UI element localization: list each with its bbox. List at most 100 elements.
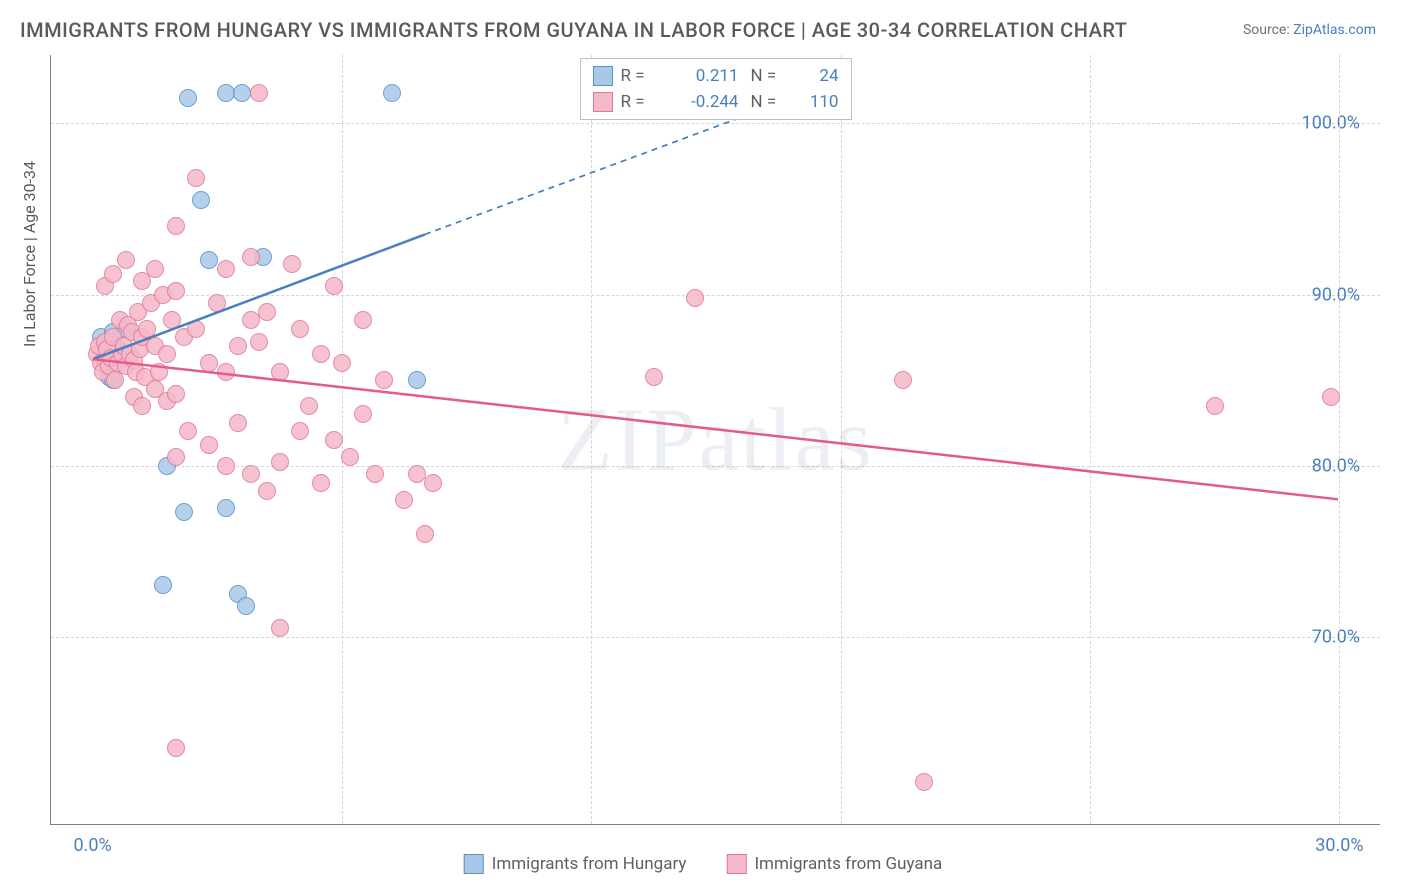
scatter-point xyxy=(175,503,193,521)
scatter-point xyxy=(375,371,393,389)
scatter-point xyxy=(229,414,247,432)
scatter-point xyxy=(242,248,260,266)
scatter-point xyxy=(915,773,933,791)
scatter-point xyxy=(217,260,235,278)
x-tick-label: 0.0% xyxy=(73,835,111,856)
scatter-point xyxy=(258,482,276,500)
scatter-point xyxy=(250,333,268,351)
scatter-point xyxy=(192,191,210,209)
scatter-point xyxy=(229,337,247,355)
scatter-point xyxy=(208,294,226,312)
n-value-guyana: 110 xyxy=(799,92,839,112)
legend-label-hungary: Immigrants from Hungary xyxy=(492,854,687,874)
scatter-point xyxy=(200,436,218,454)
r-value-guyana: -0.244 xyxy=(669,92,739,112)
scatter-point xyxy=(312,345,330,363)
scatter-point xyxy=(383,84,401,102)
scatter-point xyxy=(312,474,330,492)
source-link[interactable]: ZipAtlas.com xyxy=(1293,22,1376,38)
scatter-point xyxy=(291,320,309,338)
scatter-point xyxy=(894,371,912,389)
scatter-point xyxy=(354,405,372,423)
scatter-point xyxy=(233,84,251,102)
scatter-point xyxy=(325,277,343,295)
r-value-hungary: 0.211 xyxy=(669,66,739,86)
scatter-point xyxy=(217,499,235,517)
y-tick-label: 70.0% xyxy=(1312,626,1360,647)
x-tick-label: 30.0% xyxy=(1315,835,1363,856)
scatter-point xyxy=(242,311,260,329)
scatter-point xyxy=(167,448,185,466)
y-tick-label: 80.0% xyxy=(1312,455,1360,476)
scatter-point xyxy=(104,265,122,283)
swatch-hungary-bottom xyxy=(464,854,484,874)
scatter-point xyxy=(187,169,205,187)
scatter-point xyxy=(179,89,197,107)
chart-container: IMMIGRANTS FROM HUNGARY VS IMMIGRANTS FR… xyxy=(0,0,1406,892)
scatter-point xyxy=(217,457,235,475)
legend-item-guyana: Immigrants from Guyana xyxy=(726,854,942,874)
scatter-point xyxy=(408,371,426,389)
swatch-hungary xyxy=(593,66,613,86)
gridline-vertical xyxy=(1339,55,1340,824)
scatter-point xyxy=(1206,397,1224,415)
scatter-point xyxy=(291,422,309,440)
scatter-point xyxy=(645,368,663,386)
gridline-horizontal xyxy=(51,295,1380,296)
watermark: ZIPatlas xyxy=(558,388,874,491)
scatter-point xyxy=(163,311,181,329)
scatter-point xyxy=(187,320,205,338)
n-value-hungary: 24 xyxy=(799,66,839,86)
scatter-point xyxy=(237,597,255,615)
scatter-point xyxy=(167,217,185,235)
scatter-point xyxy=(325,431,343,449)
scatter-point xyxy=(424,474,442,492)
swatch-guyana xyxy=(593,92,613,112)
scatter-point xyxy=(167,282,185,300)
scatter-point xyxy=(217,84,235,102)
scatter-point xyxy=(200,251,218,269)
scatter-point xyxy=(686,289,704,307)
gridline-vertical xyxy=(591,55,592,824)
scatter-point xyxy=(271,453,289,471)
scatter-point xyxy=(167,739,185,757)
scatter-point xyxy=(133,397,151,415)
scatter-point xyxy=(258,303,276,321)
scatter-point xyxy=(138,320,156,338)
scatter-point xyxy=(354,311,372,329)
legend-item-hungary: Immigrants from Hungary xyxy=(464,854,687,874)
scatter-point xyxy=(1322,388,1340,406)
legend-row-hungary: R = 0.211 N = 24 xyxy=(593,63,839,89)
scatter-point xyxy=(179,422,197,440)
y-axis-label: In Labor Force | Age 30-34 xyxy=(20,161,39,347)
gridline-horizontal xyxy=(51,123,1380,124)
scatter-point xyxy=(217,363,235,381)
r-label: R = xyxy=(621,92,661,112)
n-label: N = xyxy=(751,66,791,86)
scatter-point xyxy=(158,345,176,363)
y-tick-label: 90.0% xyxy=(1312,284,1360,305)
scatter-point xyxy=(366,465,384,483)
scatter-point xyxy=(271,363,289,381)
source-prefix: Source: xyxy=(1243,22,1293,38)
scatter-point xyxy=(150,363,168,381)
scatter-point xyxy=(271,619,289,637)
scatter-point xyxy=(333,354,351,372)
series-legend: Immigrants from Hungary Immigrants from … xyxy=(464,854,943,874)
plot-area: ZIPatlas R = 0.211 N = 24 R = -0.244 N =… xyxy=(50,55,1380,825)
trend-lines xyxy=(51,55,1380,824)
scatter-point xyxy=(167,385,185,403)
correlation-legend: R = 0.211 N = 24 R = -0.244 N = 110 xyxy=(580,58,852,120)
swatch-guyana-bottom xyxy=(726,854,746,874)
scatter-point xyxy=(300,397,318,415)
scatter-point xyxy=(146,260,164,278)
scatter-point xyxy=(341,448,359,466)
legend-label-guyana: Immigrants from Guyana xyxy=(754,854,942,874)
scatter-point xyxy=(200,354,218,372)
r-label: R = xyxy=(621,66,661,86)
chart-title: IMMIGRANTS FROM HUNGARY VS IMMIGRANTS FR… xyxy=(20,18,1127,42)
gridline-horizontal xyxy=(51,637,1380,638)
scatter-point xyxy=(283,255,301,273)
scatter-point xyxy=(242,465,260,483)
gridline-vertical xyxy=(1090,55,1091,824)
